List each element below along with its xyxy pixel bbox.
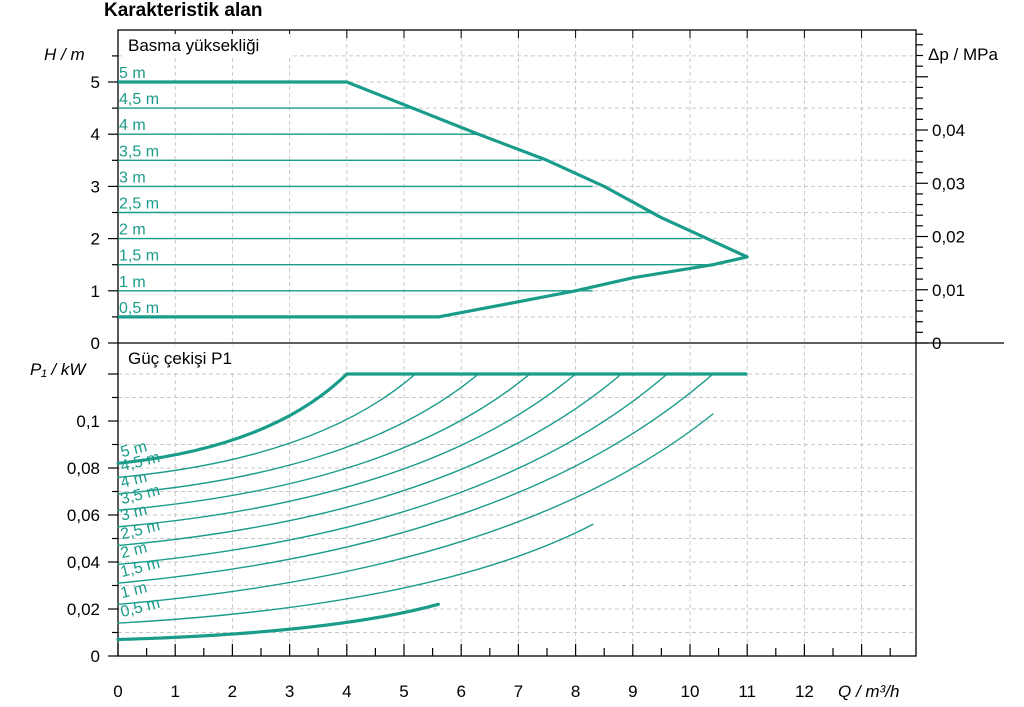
y-right-tick-label: 0,04 <box>932 121 965 140</box>
panel-title: Güç çekişi P1 <box>128 349 232 368</box>
x-tick-label: 1 <box>170 682 179 701</box>
power-curve <box>117 373 577 528</box>
power-curve-label: 3 m <box>119 502 149 525</box>
y-tick-label: 0 <box>91 647 100 666</box>
head-line-label: 1 m <box>119 274 146 291</box>
y-tick-label: 0 <box>91 334 100 353</box>
y-tick-label: 5 <box>91 73 100 92</box>
x-tick-label: 11 <box>738 682 756 701</box>
power-curve <box>116 602 440 642</box>
x-axis-label: Q / m³/h <box>838 682 899 701</box>
y-tick-label: 3 <box>91 177 100 196</box>
power-curve <box>117 373 623 547</box>
x-tick-label: 4 <box>342 682 351 701</box>
power-curve <box>117 373 714 584</box>
x-tick-label: 8 <box>571 682 580 701</box>
power-curve <box>117 373 531 511</box>
x-tick-label: 3 <box>285 682 294 701</box>
panel-title-bg <box>122 34 290 58</box>
x-tick-label: 10 <box>681 682 700 701</box>
power-curve <box>117 373 417 479</box>
power-curve <box>117 373 480 495</box>
power-curve <box>117 373 668 566</box>
y-tick-label: 0,04 <box>67 553 100 572</box>
page-title: Karakteristik alan <box>104 0 263 21</box>
head-line-label: 1,5 m <box>119 248 159 265</box>
y-tick-label: 0,02 <box>67 600 100 619</box>
y-tick-label: 0,06 <box>67 506 100 525</box>
head-line-label: 2 m <box>119 222 146 239</box>
y-right-tick-label: 0,03 <box>932 174 965 193</box>
x-tick-label: 2 <box>228 682 237 701</box>
pump-envelope-curve <box>118 80 749 319</box>
x-tick-label: 7 <box>514 682 523 701</box>
y-tick-label: 0,08 <box>67 459 100 478</box>
x-tick-label: 6 <box>456 682 465 701</box>
x-tick-label: 0 <box>113 682 122 701</box>
head-line-label: 5 m <box>119 65 146 82</box>
head-line-label: 4,5 m <box>119 91 159 108</box>
power-curve <box>117 413 714 605</box>
head-line-label: 3 m <box>119 169 146 186</box>
head-line-label: 0,5 m <box>119 300 159 317</box>
power-curve-label: 2 m <box>119 539 149 562</box>
y-tick-label: 0,1 <box>76 412 100 431</box>
power-curve-label: 4 m <box>119 469 149 492</box>
panel-title: Basma yüksekliği <box>128 36 259 55</box>
power-curve-label: 1 m <box>119 579 149 602</box>
x-tick-label: 5 <box>399 682 408 701</box>
power-curve <box>117 523 594 624</box>
panel-title-bg <box>122 346 250 370</box>
y-tick-label: 2 <box>91 230 100 249</box>
head-line-label: 4 m <box>119 117 146 134</box>
y-tick-label: 4 <box>91 125 100 144</box>
y-right-axis-label: Δp / MPa <box>928 45 998 64</box>
power-curve <box>116 372 349 465</box>
head-line-label: 2,5 m <box>119 196 159 213</box>
y-right-tick-label: 0,01 <box>932 281 965 300</box>
y-axis-label: H / m <box>44 45 85 64</box>
head-line-label: 3,5 m <box>119 143 159 160</box>
y-right-tick-label: 0,02 <box>932 228 965 247</box>
x-tick-label: 9 <box>628 682 637 701</box>
y-axis-label: P₁ / kW <box>30 360 87 379</box>
x-tick-label: 12 <box>795 682 814 701</box>
power-curve-label: 5 m <box>119 438 149 461</box>
y-tick-label: 1 <box>91 282 100 301</box>
